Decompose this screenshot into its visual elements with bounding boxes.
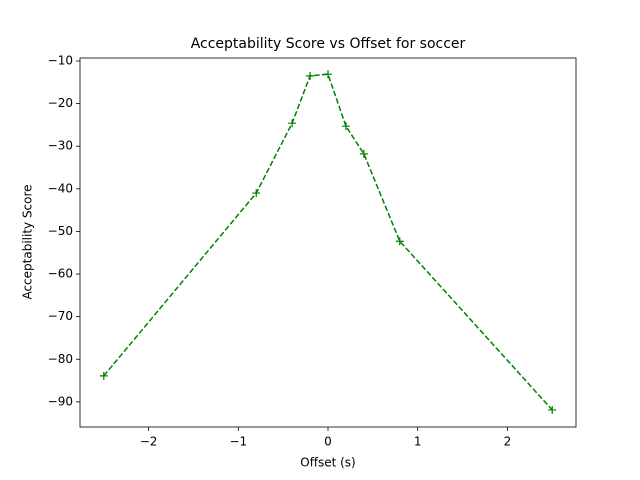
line <box>103 73 553 411</box>
x-axis-label: Offset (s) <box>300 456 355 470</box>
y-tick-label: −30 <box>48 139 73 153</box>
point-marker <box>306 71 315 80</box>
y-tick-label: −40 <box>48 181 73 195</box>
point-marker <box>548 405 557 414</box>
y-tick-label: −60 <box>48 267 73 281</box>
point-marker <box>324 70 332 79</box>
x-tick-label: 1 <box>414 435 422 449</box>
y-tick-label: −80 <box>48 352 73 366</box>
x-tick-label: −2 <box>140 435 158 449</box>
x-tick-label: 0 <box>324 435 332 449</box>
y-tick-label: −10 <box>48 53 73 67</box>
x-tick-label: −1 <box>229 435 247 449</box>
y-tick-label: −50 <box>48 224 73 238</box>
chart-title: Acceptability Score vs Offset for soccer <box>191 36 466 52</box>
y-tick-label: −90 <box>48 394 73 408</box>
point-marker <box>359 149 368 158</box>
x-tick-label: 2 <box>504 435 512 449</box>
point-marker <box>288 119 297 128</box>
point-marker <box>341 122 350 131</box>
point-marker <box>252 189 261 198</box>
y-tick-label: −20 <box>48 96 73 110</box>
point-marker <box>99 371 108 380</box>
point-marker <box>395 237 404 246</box>
y-axis-label: Acceptability Score <box>21 184 35 299</box>
y-tick-label: −70 <box>48 309 73 323</box>
